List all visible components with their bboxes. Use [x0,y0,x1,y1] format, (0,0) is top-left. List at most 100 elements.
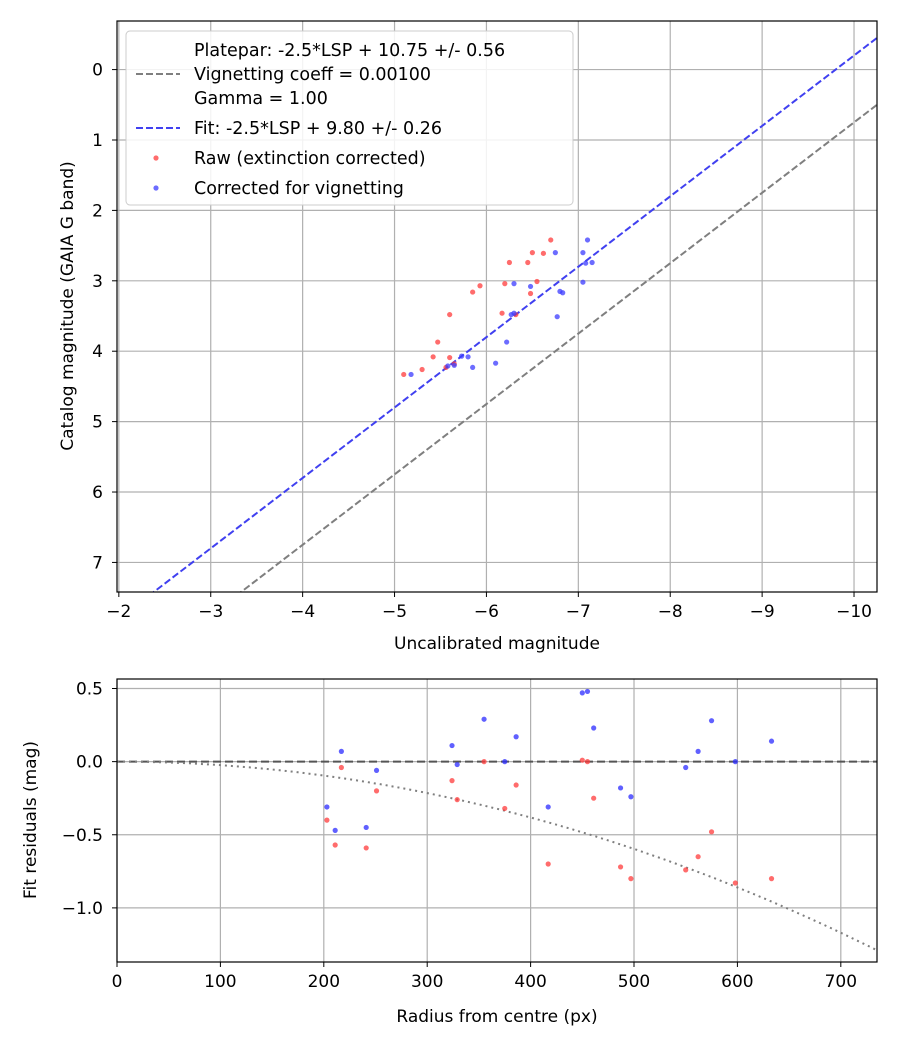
corrected-point [332,827,338,833]
raw-point [502,281,508,287]
legend: Platepar: -2.5*LSP + 10.75 +/- 0.56 Vign… [125,30,574,206]
y-tick-label: 2 [92,201,103,221]
y-tick-label: 0.5 [76,680,103,700]
y-tick-label: 0.0 [76,753,103,773]
corrected-point [511,310,517,316]
x-tick-label: 400 [514,972,546,992]
x-tick-label: −10 [836,602,872,622]
raw-point [617,864,624,870]
raw-point [591,795,597,801]
raw-point [579,757,585,763]
raw-point [332,842,338,848]
raw-point [628,876,634,882]
calibration-points [401,237,595,378]
corrected-point [579,690,585,696]
corrected-point [527,283,534,290]
residuals-axes-frame [116,678,878,963]
corrected-point [589,259,595,266]
y-tick-label: 0 [92,61,103,81]
residuals-lines [117,760,877,952]
legend-platepar-text: Platepar: -2.5*LSP + 10.75 +/- 0.56 [194,41,505,61]
corrected-point [695,748,701,754]
y-tick-label: 5 [92,413,103,433]
raw-point [768,876,775,882]
corrected-point [617,785,624,791]
raw-point [324,817,330,823]
raw-point [401,371,407,378]
legend-raw-text: Raw (extinction corrected) [194,149,426,169]
raw-point [470,289,476,295]
raw-point [548,237,554,243]
corrected-point [363,824,369,831]
residuals-ticks: 0 100 200 300 400 500 600 700 0.5 0.0 −0.5 −1.0 [62,680,857,992]
raw-point [527,290,534,297]
legend-vignetting-text: Vignetting coeff = 0.00100 [194,65,431,85]
corrected-point [584,688,591,695]
y-tick-label: −1.0 [62,899,103,919]
legend-corrected-text: Corrected for vignetting [194,179,404,199]
corrected-point [449,742,455,749]
corrected-point [554,314,560,320]
raw-point [435,339,441,345]
x-tick-label: 500 [618,972,650,992]
calibration-ylabel: Catalog magnitude (GAIA G band) [58,161,78,451]
corrected-point [408,371,414,378]
residuals-grid [116,679,877,962]
corrected-point [732,759,738,765]
raw-point [513,782,519,788]
raw-point [373,788,380,794]
calibration-ticks: −2 −3 −4 −5 −6 −7 −8 −9 −10 0 1 2 3 4 5 6 7 [92,61,872,622]
corrected-point [560,290,566,296]
raw-point [708,829,715,835]
corrected-point [768,738,775,744]
raw-point [732,880,738,886]
legend-raw-marker [153,155,159,161]
corrected-point [481,716,487,722]
corrected-point [513,734,519,740]
x-tick-label: 100 [204,972,236,992]
raw-point [529,250,535,256]
residuals-points [324,688,775,886]
raw-point [447,311,453,318]
x-tick-label: −6 [474,602,499,622]
residuals-ylabel: Fit residuals (mag) [21,741,41,899]
x-tick-label: 0 [112,972,123,992]
calibration-axes-frame [116,20,878,593]
corrected-point [552,250,558,256]
raw-point [430,354,436,360]
corrected-point [504,339,510,345]
x-tick-label: 300 [411,972,443,992]
residuals-xlabel: Radius from centre (px) [396,1007,597,1027]
corrected-point [445,363,451,369]
corrected-point [465,354,471,360]
raw-point [477,283,483,289]
raw-point [540,250,547,256]
raw-point [363,845,369,851]
legend-box [125,30,574,206]
x-tick-label: 700 [825,972,857,992]
y-tick-label: 7 [92,553,103,573]
raw-point [419,366,425,373]
x-tick-label: −2 [106,602,131,622]
corrected-point [708,718,715,724]
corrected-point [454,761,460,768]
x-tick-label: −4 [290,602,315,622]
x-tick-label: 600 [721,972,753,992]
legend-fit-text: Fit: -2.5*LSP + 9.80 +/- 0.26 [194,119,442,139]
raw-point [525,259,531,266]
corrected-point [470,364,476,371]
corrected-point [545,804,551,810]
corrected-point [583,260,589,266]
raw-point [683,867,689,873]
raw-point [584,759,591,765]
x-tick-label: −8 [658,602,683,622]
calibration-chart: −2 −3 −4 −5 −6 −7 −8 −9 −10 0 1 2 3 4 5 6 7 Uncalibrated… [58,20,878,654]
raw-point [545,861,551,867]
y-tick-label: 4 [92,342,103,362]
corrected-point [324,804,330,810]
x-tick-label: −5 [382,602,407,622]
corrected-point [683,764,689,771]
corrected-point [373,767,380,774]
corrected-point [580,250,586,256]
